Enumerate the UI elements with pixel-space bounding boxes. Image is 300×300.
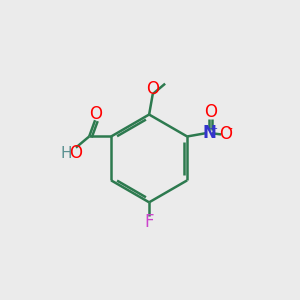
Text: O: O (204, 103, 217, 121)
Text: F: F (144, 213, 154, 231)
Text: O: O (219, 125, 232, 143)
Text: -: - (228, 123, 233, 137)
Text: O: O (146, 80, 160, 98)
Text: O: O (69, 144, 82, 162)
Text: N: N (202, 124, 216, 142)
Text: O: O (89, 105, 102, 123)
Text: +: + (208, 124, 218, 134)
Text: H: H (61, 146, 72, 161)
